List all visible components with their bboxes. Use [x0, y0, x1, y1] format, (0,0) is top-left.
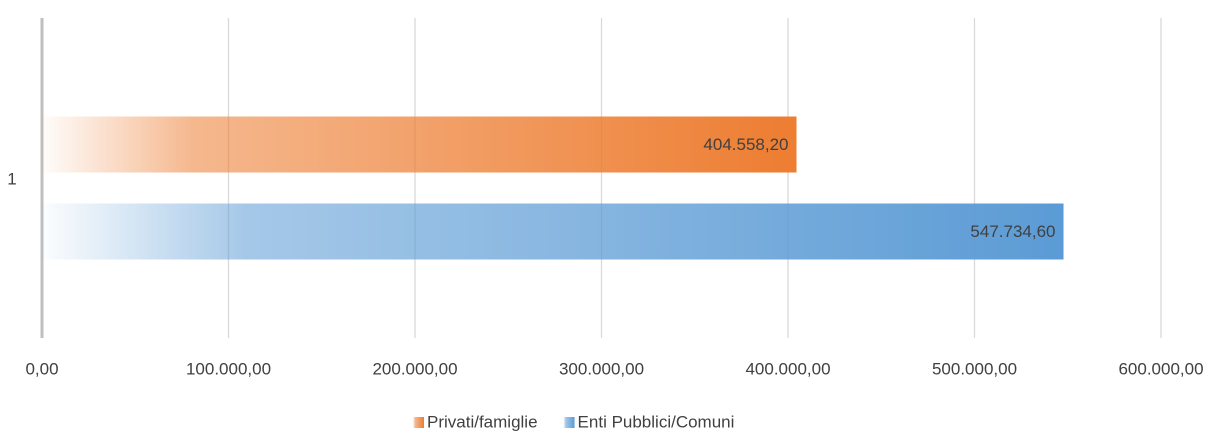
x-tick-label: 200.000,00 — [372, 359, 457, 378]
x-tick-label: 400.000,00 — [745, 359, 830, 378]
legend-swatch — [563, 417, 575, 428]
x-tick-label: 100.000,00 — [186, 359, 271, 378]
data-label: 547.734,60 — [970, 222, 1055, 241]
data-label: 404.558,20 — [703, 135, 788, 154]
legend-swatch — [413, 417, 424, 428]
bar — [42, 116, 797, 173]
x-tick-label: 500.000,00 — [932, 359, 1017, 378]
y-tick-label: 1 — [7, 169, 16, 188]
legend-label: Enti Pubblici/Comuni — [578, 412, 735, 431]
x-tick-label: 300.000,00 — [559, 359, 644, 378]
x-tick-label: 600.000,00 — [1118, 359, 1203, 378]
bar — [42, 203, 1064, 260]
x-tick-label: 0,00 — [25, 359, 58, 378]
legend-label: Privati/famiglie — [427, 412, 538, 431]
